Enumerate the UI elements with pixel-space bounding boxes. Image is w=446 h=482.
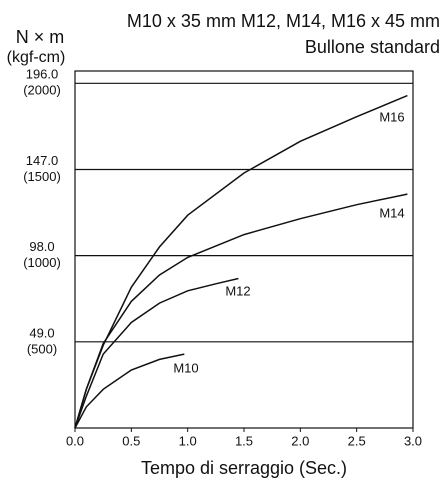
chart-subtitle: Bullone standard (305, 37, 440, 57)
x-tick-label: 2.5 (348, 433, 366, 448)
series-label: M12 (225, 283, 250, 298)
x-tick-label: 3.0 (404, 433, 422, 448)
x-axis-label: Tempo di serraggio (Sec.) (141, 458, 347, 478)
y-tick-sublabel: (1000) (23, 255, 61, 270)
x-tick-label: 0.0 (66, 433, 84, 448)
curve (74, 353, 185, 429)
curve (74, 277, 239, 429)
series-label: M16 (379, 109, 404, 124)
x-tick-label: 1.5 (235, 433, 253, 448)
series-label: M14 (379, 205, 404, 220)
curve (74, 193, 408, 429)
y-tick-label: 98.0 (29, 239, 54, 254)
y-tick-sublabel: (2000) (23, 83, 61, 98)
y-tick-sublabel: (1500) (23, 169, 61, 184)
y-tick-label: 49.0 (29, 325, 54, 340)
series-label: M10 (173, 360, 198, 375)
curve (74, 94, 408, 429)
y-axis-label: N × m (16, 27, 65, 47)
y-tick-sublabel: (500) (27, 341, 57, 356)
y-axis-unit: (kgf-cm) (7, 49, 66, 66)
y-tick-label: 196.0 (26, 67, 59, 82)
chart-title: M10 x 35 mm M12, M14, M16 x 45 mm (127, 11, 440, 31)
y-tick-label: 147.0 (26, 153, 59, 168)
x-tick-label: 0.5 (122, 433, 140, 448)
x-tick-label: 1.0 (179, 433, 197, 448)
x-tick-label: 2.0 (291, 433, 309, 448)
